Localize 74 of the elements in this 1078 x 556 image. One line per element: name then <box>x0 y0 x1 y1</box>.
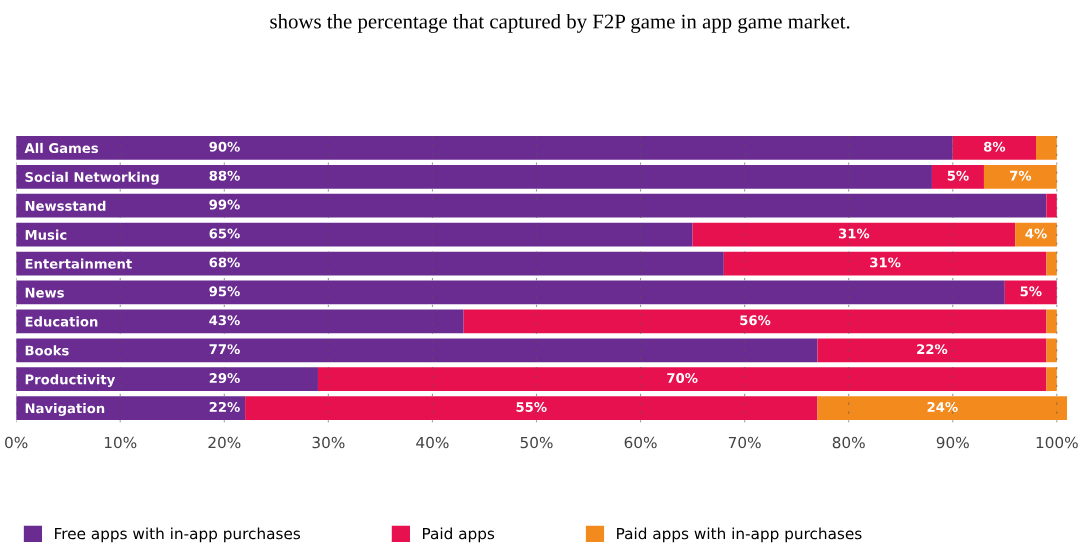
x-tick-label: 90% <box>936 436 969 449</box>
data-label: 22% <box>209 401 240 412</box>
bar <box>16 222 693 247</box>
x-tick-label: 10% <box>104 436 137 449</box>
bar <box>983 164 1057 189</box>
y-tick-label: News <box>25 287 64 298</box>
data-label: 95% <box>209 286 240 297</box>
bar <box>1036 136 1057 160</box>
bar <box>952 136 1036 160</box>
bar <box>16 251 724 276</box>
data-label: 5% <box>947 170 969 181</box>
bar <box>16 280 1005 305</box>
data-label: 56% <box>740 315 771 326</box>
data-label: 22% <box>917 344 948 355</box>
y-tick-label: Navigation <box>25 403 105 416</box>
x-tick-label: 80% <box>832 436 865 449</box>
x-tick-label: 70% <box>728 436 761 449</box>
bar <box>16 338 818 363</box>
data-label: 31% <box>838 228 870 239</box>
data-label: 5% <box>1020 286 1042 297</box>
y-tick-label: Productivity <box>25 374 116 388</box>
y-tick-label: Music <box>25 229 67 240</box>
bar <box>16 309 464 334</box>
data-label: 29% <box>209 373 240 384</box>
x-tick-label: 50% <box>520 436 553 449</box>
data-label: 88% <box>209 170 240 181</box>
bar <box>16 193 1047 218</box>
legend-label: Free apps with in-app purchases <box>55 527 301 543</box>
data-label: 70% <box>667 373 698 384</box>
bar <box>16 396 246 420</box>
data-label: 99% <box>209 199 240 210</box>
x-tick-label: 100% <box>1036 436 1078 449</box>
bar <box>317 367 1047 392</box>
data-label: 7% <box>1010 170 1032 181</box>
bar <box>1004 280 1057 305</box>
bar <box>245 396 818 420</box>
data-label: 77% <box>209 344 240 355</box>
y-tick-label: All Games <box>24 142 99 154</box>
x-tick-label: 40% <box>416 436 449 449</box>
bar <box>1046 338 1057 363</box>
data-label: 55% <box>516 401 547 412</box>
data-label: 24% <box>927 401 958 412</box>
x-tick-label: 20% <box>208 436 241 449</box>
bar <box>1046 193 1057 218</box>
bar <box>1046 367 1057 392</box>
data-label: 8% <box>983 141 1006 152</box>
y-tick-label: Books <box>25 345 69 356</box>
bar <box>817 338 1047 363</box>
bar <box>16 164 932 189</box>
data-label: 68% <box>209 257 240 268</box>
bar <box>723 251 1047 276</box>
y-tick-label: Entertainment <box>25 258 132 269</box>
legend-label: Paid apps <box>423 527 495 543</box>
bar <box>817 396 1068 420</box>
y-tick-label: Social Networking <box>25 171 159 185</box>
y-tick-label: Education <box>25 316 98 327</box>
data-label: 90% <box>209 141 240 152</box>
data-label: 31% <box>870 257 901 268</box>
bar <box>692 222 1016 247</box>
bar <box>1046 309 1057 334</box>
data-label: 43% <box>209 315 240 326</box>
bar <box>16 136 953 160</box>
data-label: 65% <box>209 228 240 239</box>
legend-label: Paid apps with in-app purchases <box>617 527 862 543</box>
bar <box>1046 251 1057 276</box>
text: shows the percentage that captured by F2P game in app game market. <box>270 13 850 33</box>
bar <box>463 309 1047 334</box>
x-tick-label: 30% <box>312 436 345 449</box>
y-tick-label: Newsstand <box>25 200 106 211</box>
bar <box>16 367 318 392</box>
data-label: 4% <box>1025 228 1047 239</box>
bar <box>931 164 984 189</box>
x-tick-label: 0% <box>5 436 28 449</box>
x-tick-label: 60% <box>624 436 657 449</box>
